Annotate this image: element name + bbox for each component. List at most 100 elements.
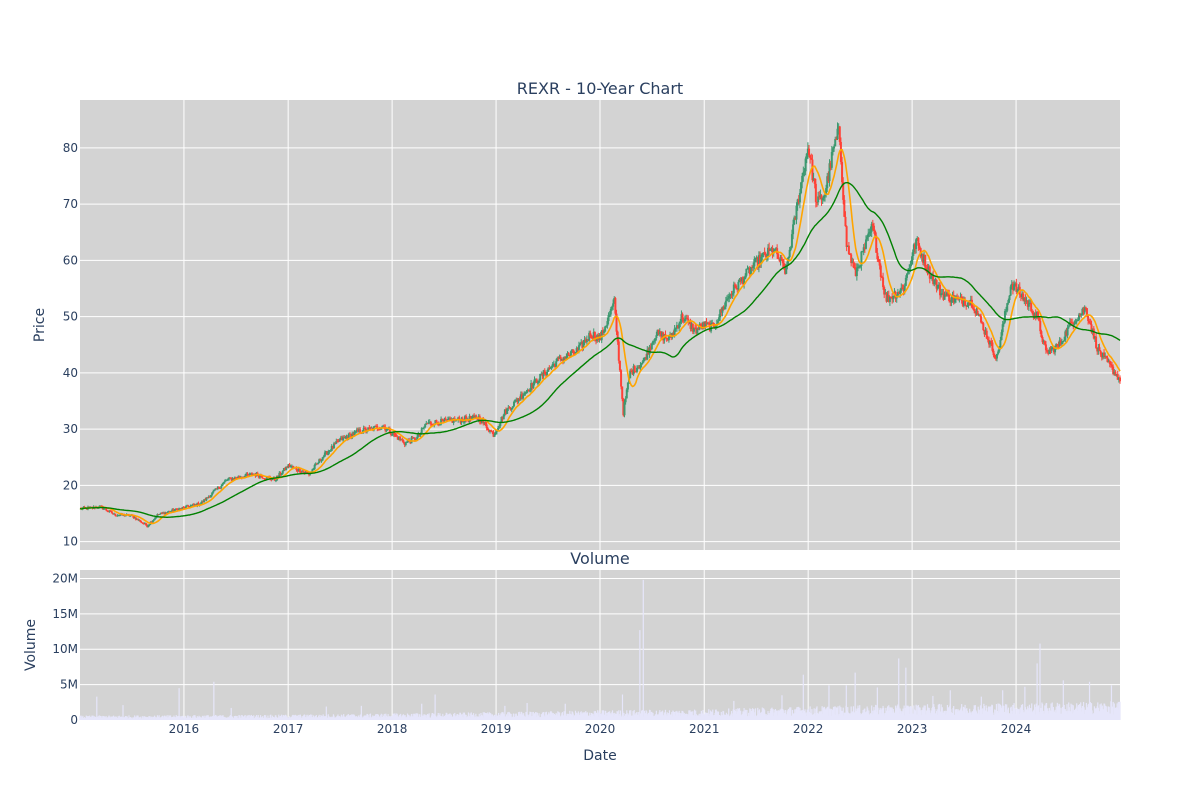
- price-candle: [540, 373, 543, 375]
- price-candle: [648, 346, 651, 355]
- volume-bar: [926, 704, 929, 720]
- price-candle: [202, 501, 205, 503]
- price-candle: [1013, 284, 1016, 290]
- volume-bar: [852, 706, 855, 720]
- price-candle: [813, 178, 816, 184]
- price-candle: [796, 199, 799, 206]
- price-candle: [516, 399, 519, 402]
- price-candle: [580, 341, 583, 344]
- price-candle: [636, 367, 639, 372]
- price-candle: [342, 437, 345, 441]
- price-candle: [697, 328, 700, 330]
- price-candle: [274, 480, 277, 482]
- price-candle: [844, 216, 847, 227]
- volume-bar: [202, 716, 204, 720]
- price-candle: [497, 427, 500, 431]
- price-candle: [752, 266, 755, 268]
- volume-bar: [544, 712, 546, 720]
- volume-bar: [642, 579, 644, 720]
- volume-bar: [105, 716, 107, 720]
- price-candle: [704, 321, 707, 328]
- price-candle: [1025, 300, 1028, 302]
- price-candle: [118, 514, 121, 516]
- price-candle: [517, 398, 520, 402]
- price-candle: [292, 466, 295, 468]
- price-candle: [262, 478, 265, 480]
- price-candle: [846, 245, 849, 247]
- price-candle: [622, 398, 625, 416]
- price-candle: [959, 296, 962, 298]
- price-candle: [224, 480, 227, 482]
- price-candle: [265, 476, 268, 479]
- price-candle: [877, 259, 880, 261]
- price-candle: [1105, 355, 1108, 358]
- price-candle: [767, 247, 770, 257]
- price-candle: [153, 519, 156, 521]
- price-candle: [395, 435, 398, 437]
- price-candle: [313, 464, 316, 470]
- price-candle: [452, 418, 455, 423]
- volume-bar: [185, 716, 187, 720]
- price-candle: [317, 463, 320, 465]
- price-candle: [383, 426, 386, 428]
- price-candle: [522, 395, 525, 399]
- price-candle: [139, 520, 142, 523]
- price-candle: [1016, 289, 1019, 292]
- price-candle: [612, 303, 615, 307]
- price-candle: [607, 314, 610, 322]
- price-candle: [920, 254, 923, 257]
- price-candle: [757, 255, 760, 268]
- price-candle: [507, 407, 510, 409]
- price-candle: [295, 467, 298, 471]
- volume-bar: [1024, 686, 1026, 720]
- price-candle: [591, 337, 594, 339]
- price-candle: [713, 324, 716, 327]
- price-candle: [785, 264, 788, 274]
- price-candle: [582, 342, 585, 348]
- price-candle: [638, 366, 641, 369]
- price-candle: [566, 353, 569, 357]
- price-candle: [825, 188, 828, 195]
- price-candle: [132, 515, 135, 519]
- price-candle: [113, 513, 116, 515]
- price-candle: [706, 322, 709, 325]
- price-candle: [991, 342, 994, 351]
- price-candle: [339, 437, 342, 440]
- price-candle: [555, 361, 558, 367]
- price-candle: [424, 424, 427, 428]
- price-candle: [708, 324, 711, 332]
- volume-y-tick-label: 20M: [52, 571, 78, 585]
- volume-bar: [507, 712, 509, 720]
- price-candle: [703, 322, 706, 328]
- volume-bar: [270, 714, 272, 720]
- price-candle: [194, 504, 197, 506]
- price-candle: [233, 477, 236, 480]
- volume-bar: [733, 700, 735, 720]
- price-candle: [821, 198, 824, 201]
- price-candle: [900, 287, 903, 291]
- volume-bar: [593, 711, 595, 720]
- price-candle: [280, 473, 283, 475]
- price-candle: [843, 199, 846, 217]
- price-candle: [722, 306, 725, 310]
- price-candle: [434, 420, 437, 425]
- price-candle: [146, 525, 149, 528]
- price-candle: [538, 380, 541, 383]
- price-candle: [743, 279, 746, 284]
- volume-bar: [1000, 707, 1003, 720]
- price-candle: [924, 254, 927, 268]
- volume-bar: [236, 715, 238, 720]
- price-candle: [809, 155, 812, 158]
- price-candle: [388, 428, 391, 434]
- price-candle: [351, 433, 354, 438]
- price-candle: [600, 330, 603, 341]
- price-candle: [1056, 343, 1059, 346]
- price-candle: [166, 511, 169, 513]
- price-candle: [929, 277, 932, 279]
- price-candle: [584, 339, 587, 343]
- price-candle: [182, 507, 185, 509]
- price-candle: [872, 225, 875, 232]
- price-candle: [343, 437, 346, 439]
- price-candle: [654, 338, 657, 342]
- price-candle: [909, 264, 912, 269]
